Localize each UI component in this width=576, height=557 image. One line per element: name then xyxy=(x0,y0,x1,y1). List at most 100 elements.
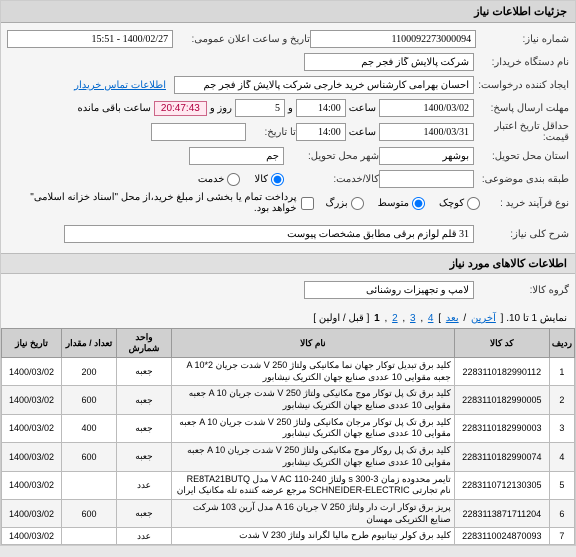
table-row: 62283113871711204پریز برق توکار ارت دار … xyxy=(2,499,575,527)
payment-checkbox[interactable] xyxy=(301,197,314,210)
cell-unit: جعبه xyxy=(117,386,172,414)
hour-label-1: ساعت xyxy=(349,103,376,114)
purchase-type-label: نوع فرآیند خرید : xyxy=(480,198,569,209)
cell-unit: جعبه xyxy=(117,443,172,471)
cell-date: 1400/03/02 xyxy=(2,528,62,545)
cell-idx: 1 xyxy=(549,358,574,386)
cell-code: 2283113871711204 xyxy=(454,499,549,527)
cell-date: 1400/03/02 xyxy=(2,358,62,386)
th-qty: تعداد / مقدار xyxy=(62,329,117,358)
cell-date: 1400/03/02 xyxy=(2,386,62,414)
buyer-org-label: نام دستگاه خریدار: xyxy=(474,57,569,68)
good-radio[interactable] xyxy=(271,173,284,186)
cell-qty: 600 xyxy=(62,443,117,471)
cell-name: کلید برق تک پل توکار موج مکانیکی ولتاژ V… xyxy=(172,386,455,414)
general-desc-label: شرح کلی نیاز: xyxy=(474,229,569,240)
cell-name: تایمر محدوده زمان s 300-3 ولتاژ V AC 110… xyxy=(172,471,455,499)
medium-radio[interactable] xyxy=(412,197,425,210)
cell-idx: 2 xyxy=(549,386,574,414)
cell-code: 2283110712130305 xyxy=(454,471,549,499)
good-service-label: کالا/خدمت: xyxy=(284,174,379,185)
deadline-date-field[interactable] xyxy=(379,99,474,117)
cell-unit: جعبه xyxy=(117,499,172,527)
contact-link[interactable]: اطلاعات تماس خریدار xyxy=(74,80,166,91)
remaining-label: ساعت باقی مانده xyxy=(78,103,151,114)
payment-note-label: پرداخت تمام یا بخشی از مبلغ خرید،از محل … xyxy=(7,192,297,214)
service-radio-label: خدمت xyxy=(198,174,225,185)
pager-prefix: نمایش 1 تا 10. [ xyxy=(498,313,567,324)
cell-date: 1400/03/02 xyxy=(2,471,62,499)
cell-unit: جعبه xyxy=(117,414,172,442)
cell-qty: 200 xyxy=(62,358,117,386)
group-field[interactable] xyxy=(304,281,474,299)
delivery-city-label: شهر محل تحویل: xyxy=(284,151,379,162)
deadline-time-field[interactable] xyxy=(296,99,346,117)
purchase-type-radio-group: کوچک متوسط بزرگ xyxy=(326,197,481,210)
cell-idx: 6 xyxy=(549,499,574,527)
cell-qty: 400 xyxy=(62,414,117,442)
days-left-field[interactable] xyxy=(235,99,285,117)
cell-qty xyxy=(62,528,117,545)
medium-radio-label: متوسط xyxy=(378,198,409,209)
announce-date-field[interactable] xyxy=(7,30,173,48)
cell-code: 2283110182990074 xyxy=(454,443,549,471)
price-validity-label: حداقل تاریخ اعتبار قیمت: xyxy=(474,121,569,143)
general-desc-field[interactable] xyxy=(64,225,474,243)
need-number-field[interactable] xyxy=(310,30,476,48)
good-radio-label: کالا xyxy=(254,174,268,185)
pager-suffix: ] xyxy=(313,313,316,324)
need-number-label: شماره نیاز: xyxy=(476,34,569,45)
good-service-radio-group: کالا خدمت xyxy=(198,173,284,186)
cell-unit: عدد xyxy=(117,528,172,545)
cell-idx: 5 xyxy=(549,471,574,499)
announce-date-label: تاریخ و ساعت اعلان عمومی: xyxy=(173,34,310,45)
table-row: 12283110182990112کلید برق تبدیل توکار جه… xyxy=(2,358,575,386)
delivery-city-field[interactable] xyxy=(189,147,284,165)
pager-last[interactable]: آخرین xyxy=(471,313,496,324)
service-radio[interactable] xyxy=(227,173,240,186)
cell-code: 2283110182990003 xyxy=(454,414,549,442)
large-radio[interactable] xyxy=(351,197,364,210)
cell-unit: جعبه xyxy=(117,358,172,386)
items-table: ردیف کد کالا نام کالا واحد شمارش تعداد /… xyxy=(1,328,575,545)
cell-idx: 3 xyxy=(549,414,574,442)
pager: نمایش 1 تا 10. [ آخرین / بعد ] 4 , 3 , 2… xyxy=(1,309,575,328)
delivery-province-label: استان محل تحویل: xyxy=(474,151,569,162)
cell-idx: 4 xyxy=(549,443,574,471)
cell-qty xyxy=(62,471,117,499)
pager-current: 1 xyxy=(374,313,380,324)
creator-label: ایجاد کننده درخواست: xyxy=(474,80,569,91)
cell-name: کلید برق تک پل روکار موج مکانیکی ولتاژ V… xyxy=(172,443,455,471)
cell-qty: 600 xyxy=(62,499,117,527)
cell-qty: 600 xyxy=(62,386,117,414)
table-row: 32283110182990003کلید برق تک پل توکار مر… xyxy=(2,414,575,442)
budget-category-field[interactable] xyxy=(379,170,474,188)
to-date-field[interactable] xyxy=(151,123,246,141)
budget-category-label: طبقه بندی موضوعی: xyxy=(474,174,569,185)
pager-page-2[interactable]: 2 xyxy=(392,313,398,324)
price-validity-time-field[interactable] xyxy=(296,123,346,141)
cell-date: 1400/03/02 xyxy=(2,443,62,471)
buyer-org-field[interactable] xyxy=(304,53,474,71)
cell-code: 2283110024870093 xyxy=(454,528,549,545)
small-radio[interactable] xyxy=(467,197,480,210)
countdown-badge: 20:47:43 xyxy=(154,101,207,116)
cell-code: 2283110182990112 xyxy=(454,358,549,386)
delivery-province-field[interactable] xyxy=(379,147,474,165)
cell-unit: عدد xyxy=(117,471,172,499)
creator-field[interactable] xyxy=(174,76,474,94)
th-date: تاریخ نیاز xyxy=(2,329,62,358)
th-idx: ردیف xyxy=(549,329,574,358)
price-validity-date-field[interactable] xyxy=(379,123,474,141)
pager-page-4[interactable]: 4 xyxy=(428,313,434,324)
cell-date: 1400/03/02 xyxy=(2,499,62,527)
cell-name: کلید برق کولر تیتانیوم طرح مالیا لگراند … xyxy=(172,528,455,545)
th-code: کد کالا xyxy=(454,329,549,358)
table-row: 22283110182990005کلید برق تک پل توکار مو… xyxy=(2,386,575,414)
th-name: نام کالا xyxy=(172,329,455,358)
table-row: 42283110182990074کلید برق تک پل روکار مو… xyxy=(2,443,575,471)
pager-page-3[interactable]: 3 xyxy=(410,313,416,324)
pager-next[interactable]: بعد xyxy=(446,313,459,324)
small-radio-label: کوچک xyxy=(439,198,464,209)
cell-name: پریز برق توکار ارت دار ولتاژ V 250 جریان… xyxy=(172,499,455,527)
